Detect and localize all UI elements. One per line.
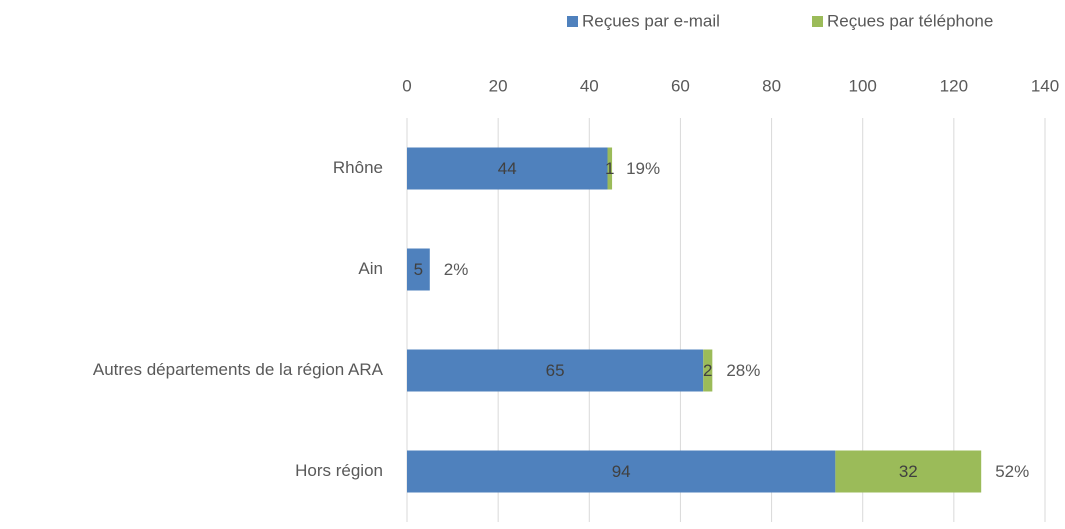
data-label: 1: [605, 159, 614, 178]
y-tick-label: Rhône: [333, 158, 383, 177]
annotation: 2%: [444, 260, 469, 279]
legend-label: Reçues par e-mail: [582, 11, 720, 30]
bar-segment: [407, 248, 430, 291]
annotation: 52%: [995, 462, 1029, 481]
x-tick-label: 120: [940, 76, 968, 95]
bar-segment: [835, 450, 982, 493]
x-tick-label: 20: [489, 76, 508, 95]
legend-swatch: [812, 16, 823, 27]
y-tick-label: Ain: [358, 259, 383, 278]
bar-segment: [703, 349, 713, 392]
data-label: 44: [498, 159, 517, 178]
bar-segment: [407, 450, 836, 493]
data-label: 65: [546, 361, 565, 380]
bar-segment: [407, 147, 608, 190]
x-tick-label: 40: [580, 76, 599, 95]
x-tick-label: 0: [402, 76, 411, 95]
bar-segment: [407, 349, 704, 392]
x-tick-label: 140: [1031, 76, 1059, 95]
legend-swatch: [567, 16, 578, 27]
data-label: 94: [612, 462, 631, 481]
x-tick-label: 60: [671, 76, 690, 95]
bar-segment: [607, 147, 613, 190]
x-tick-label: 100: [849, 76, 877, 95]
data-label: 2: [703, 361, 712, 380]
annotation: 19%: [626, 159, 660, 178]
x-tick-label: 80: [762, 76, 781, 95]
y-tick-label: Hors région: [295, 461, 383, 480]
y-tick-label: Autres départements de la région ARA: [93, 360, 384, 379]
legend-label: Reçues par téléphone: [827, 11, 993, 30]
annotation: 28%: [726, 361, 760, 380]
data-label: 32: [899, 462, 918, 481]
data-label: 5: [414, 260, 423, 279]
